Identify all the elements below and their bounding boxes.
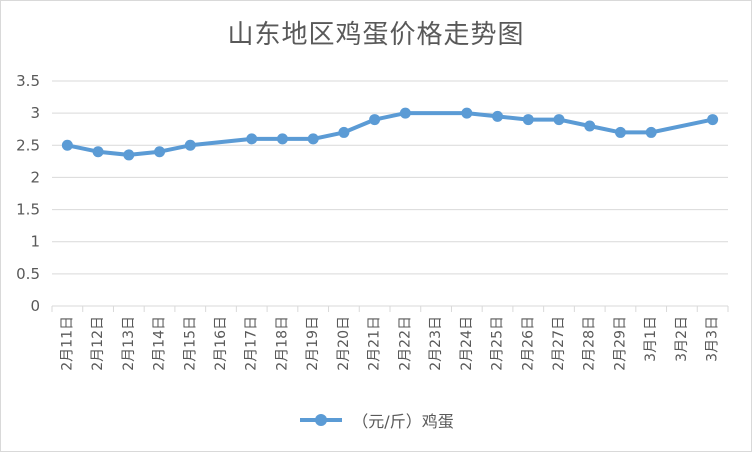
x-tick-label: 2月25日: [490, 316, 506, 371]
legend-swatch: [300, 414, 343, 426]
legend: （元/斤）鸡蛋: [0, 408, 752, 432]
data-point: [461, 107, 473, 119]
x-tick-label: 3月3日: [705, 316, 721, 362]
data-point: [553, 114, 565, 126]
y-tick-label: 3.5: [16, 72, 40, 90]
data-point: [614, 126, 626, 138]
y-axis-ticks: 0 0.5 1 1.5 2 2.5 3 3.5: [16, 72, 40, 315]
x-tick-label: 2月16日: [213, 316, 229, 371]
data-point: [123, 149, 135, 161]
y-tick-label: 0: [30, 297, 40, 315]
series-layer: [61, 107, 719, 161]
x-tick-label: 2月29日: [612, 316, 628, 371]
x-tick-label: 2月14日: [152, 316, 168, 371]
x-tick-label: 2月15日: [182, 316, 198, 371]
y-tick-label: 2.5: [16, 136, 40, 154]
x-tick-label: 2月17日: [244, 316, 260, 371]
data-point: [184, 139, 196, 151]
y-tick-label: 3: [30, 104, 40, 122]
data-point: [246, 133, 258, 145]
x-tick-label: 2月21日: [367, 316, 383, 371]
data-point: [492, 110, 504, 122]
data-point: [369, 114, 381, 126]
y-tick-label: 1: [30, 233, 40, 251]
x-tick-label: 2月23日: [428, 316, 444, 371]
data-point: [154, 146, 166, 158]
x-tick-label: 2月20日: [336, 316, 352, 371]
y-tick-label: 1.5: [16, 201, 40, 219]
chart-title: 山东地区鸡蛋价格走势图: [227, 20, 525, 50]
y-tick-label: 0.5: [16, 265, 40, 283]
x-tick-label: 2月13日: [121, 316, 137, 371]
x-tick-label: 2月18日: [274, 316, 290, 371]
x-tick-label: 2月27日: [551, 316, 567, 371]
x-tick-label: 3月1日: [643, 316, 659, 362]
x-tick-label: 3月2日: [674, 316, 690, 362]
y-tick-label: 2: [30, 168, 40, 186]
data-point: [61, 139, 73, 151]
x-tick-label: 2月12日: [90, 316, 106, 371]
x-axis: 2月11日 2月12日 2月13日 2月14日 2月15日 2月16日 2月17日 2月18日…: [51, 306, 729, 371]
data-point: [276, 133, 288, 145]
x-tick-label: 2月24日: [459, 316, 475, 371]
gridlines: [52, 80, 728, 307]
x-tick-label: 2月19日: [305, 316, 321, 371]
data-point: [92, 146, 104, 158]
data-point: [307, 133, 319, 145]
x-tick-label: 2月11日: [59, 316, 75, 371]
data-point: [399, 107, 411, 119]
x-tick-label: 2月26日: [520, 316, 536, 371]
data-point: [707, 114, 719, 126]
x-tick-label: 2月28日: [582, 316, 598, 371]
data-point: [584, 120, 596, 132]
data-point: [645, 126, 657, 138]
data-point: [338, 126, 350, 138]
legend-label: （元/斤）鸡蛋: [352, 412, 454, 431]
x-tick-label: 2月22日: [397, 316, 413, 371]
data-point: [522, 114, 534, 126]
